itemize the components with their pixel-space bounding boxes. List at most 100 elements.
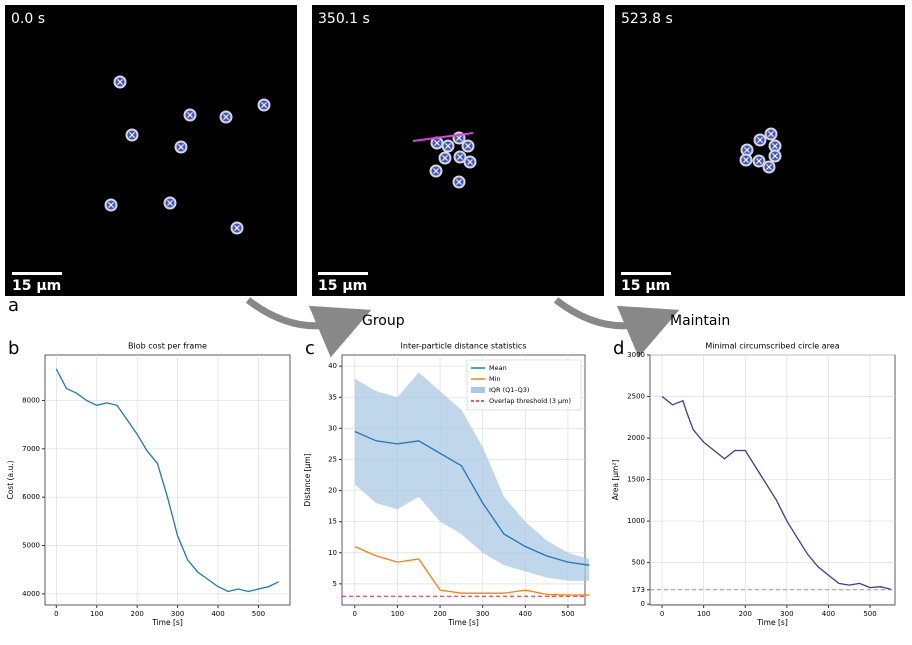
scale-bar xyxy=(621,272,671,275)
y-tick-label: 40 xyxy=(328,362,337,370)
y-tick-label: 5 xyxy=(333,580,337,588)
particle-cross xyxy=(187,112,193,118)
chart-title: Inter-particle distance statistics xyxy=(401,342,527,351)
legend-label: Min xyxy=(489,375,501,383)
x-tick-label: 0 xyxy=(54,610,58,618)
particle-cross xyxy=(178,144,184,150)
plot-area xyxy=(649,354,896,606)
particle-cross xyxy=(768,131,774,137)
y-tick-label: 25 xyxy=(328,455,337,463)
image-panel xyxy=(5,5,297,296)
direction-line xyxy=(412,132,474,142)
y-axis-label: Cost (a.u.) xyxy=(6,460,15,499)
particle-cross xyxy=(465,143,471,149)
y-tick-label: 1500 xyxy=(627,476,645,484)
particle-cross xyxy=(772,153,778,159)
time-label: 350.1 s xyxy=(318,11,370,27)
y-tick-label: 173 xyxy=(632,586,645,594)
iqr-band xyxy=(354,372,590,581)
y-tick-label: 1000 xyxy=(627,517,645,525)
x-tick-label: 300 xyxy=(476,610,489,618)
panel-label: d xyxy=(613,338,624,359)
x-tick-label: 300 xyxy=(171,610,184,618)
particle-cross xyxy=(457,154,463,160)
x-tick-label: 100 xyxy=(90,610,103,618)
particle-cross xyxy=(442,155,448,161)
particle-cross xyxy=(434,140,440,146)
x-tick-label: 0 xyxy=(660,610,664,618)
chart-title: Blob cost per frame xyxy=(128,342,207,351)
y-tick-label: 2500 xyxy=(627,393,645,401)
particle-cross xyxy=(223,114,229,120)
particle-cross xyxy=(772,143,778,149)
time-label: 0.0 s xyxy=(11,11,45,27)
particle-cross xyxy=(433,168,439,174)
panel-label: b xyxy=(8,338,19,359)
plot-area xyxy=(44,354,291,606)
data-line xyxy=(354,545,590,596)
y-tick-label: 500 xyxy=(632,559,645,567)
particle-cross xyxy=(167,200,173,206)
arrow xyxy=(245,297,372,358)
y-tick-label: 7000 xyxy=(22,445,40,453)
x-tick-label: 400 xyxy=(822,610,835,618)
arrow-label: Group xyxy=(362,313,405,329)
x-axis-label: Time [s] xyxy=(151,618,183,627)
panel-label: c xyxy=(305,338,315,359)
x-tick-label: 300 xyxy=(780,610,793,618)
scale-label: 15 µm xyxy=(12,278,61,294)
data-line xyxy=(55,368,279,593)
x-axis-label: Time [s] xyxy=(447,618,479,627)
y-tick-label: 35 xyxy=(328,393,337,401)
y-tick-label: 0 xyxy=(641,600,645,608)
legend-swatch xyxy=(471,387,485,393)
particle-cross xyxy=(445,143,451,149)
y-tick-label: 10 xyxy=(328,549,337,557)
y-tick-label: 5000 xyxy=(22,542,40,550)
particle-cross xyxy=(117,79,123,85)
particle-cross xyxy=(756,158,762,164)
y-tick-label: 20 xyxy=(328,487,337,495)
legend-label: Mean xyxy=(489,364,507,372)
scale-label: 15 µm xyxy=(621,278,670,294)
chart-title: Minimal circumscribed circle area xyxy=(705,342,839,351)
particle-cross xyxy=(261,102,267,108)
panel-label: a xyxy=(8,295,19,316)
x-tick-label: 200 xyxy=(739,610,752,618)
x-tick-label: 400 xyxy=(519,610,532,618)
y-tick-label: 30 xyxy=(328,424,337,432)
scale-bar xyxy=(318,272,368,275)
x-axis-label: Time [s] xyxy=(756,618,788,627)
x-tick-label: 200 xyxy=(433,610,446,618)
y-tick-label: 8000 xyxy=(22,396,40,404)
y-axis-label: Distance [µm] xyxy=(303,453,312,506)
image-panel xyxy=(615,5,905,296)
y-tick-label: 6000 xyxy=(22,493,40,501)
particle-cross xyxy=(744,147,750,153)
time-label: 523.8 s xyxy=(621,11,673,27)
particle-cross xyxy=(766,164,772,170)
particle-cross xyxy=(743,157,749,163)
particle-cross xyxy=(456,179,462,185)
x-tick-label: 500 xyxy=(561,610,574,618)
particle-cross xyxy=(467,159,473,165)
x-tick-label: 0 xyxy=(353,610,357,618)
y-tick-label: 2000 xyxy=(627,434,645,442)
x-tick-label: 400 xyxy=(211,610,224,618)
x-tick-label: 200 xyxy=(130,610,143,618)
legend-box xyxy=(466,359,582,411)
particle-cross xyxy=(234,225,240,231)
particle-cross xyxy=(129,132,135,138)
particle-cross xyxy=(456,135,462,141)
arrow-label: Maintain xyxy=(670,313,730,329)
x-tick-label: 100 xyxy=(697,610,710,618)
x-tick-label: 100 xyxy=(391,610,404,618)
image-panel xyxy=(312,5,604,296)
y-tick-label: 3000 xyxy=(627,351,645,359)
x-tick-label: 500 xyxy=(252,610,265,618)
legend-label: Overlap threshold (3 µm) xyxy=(489,397,571,405)
scale-label: 15 µm xyxy=(318,278,367,294)
y-tick-label: 15 xyxy=(328,518,337,526)
arrow xyxy=(553,297,680,358)
